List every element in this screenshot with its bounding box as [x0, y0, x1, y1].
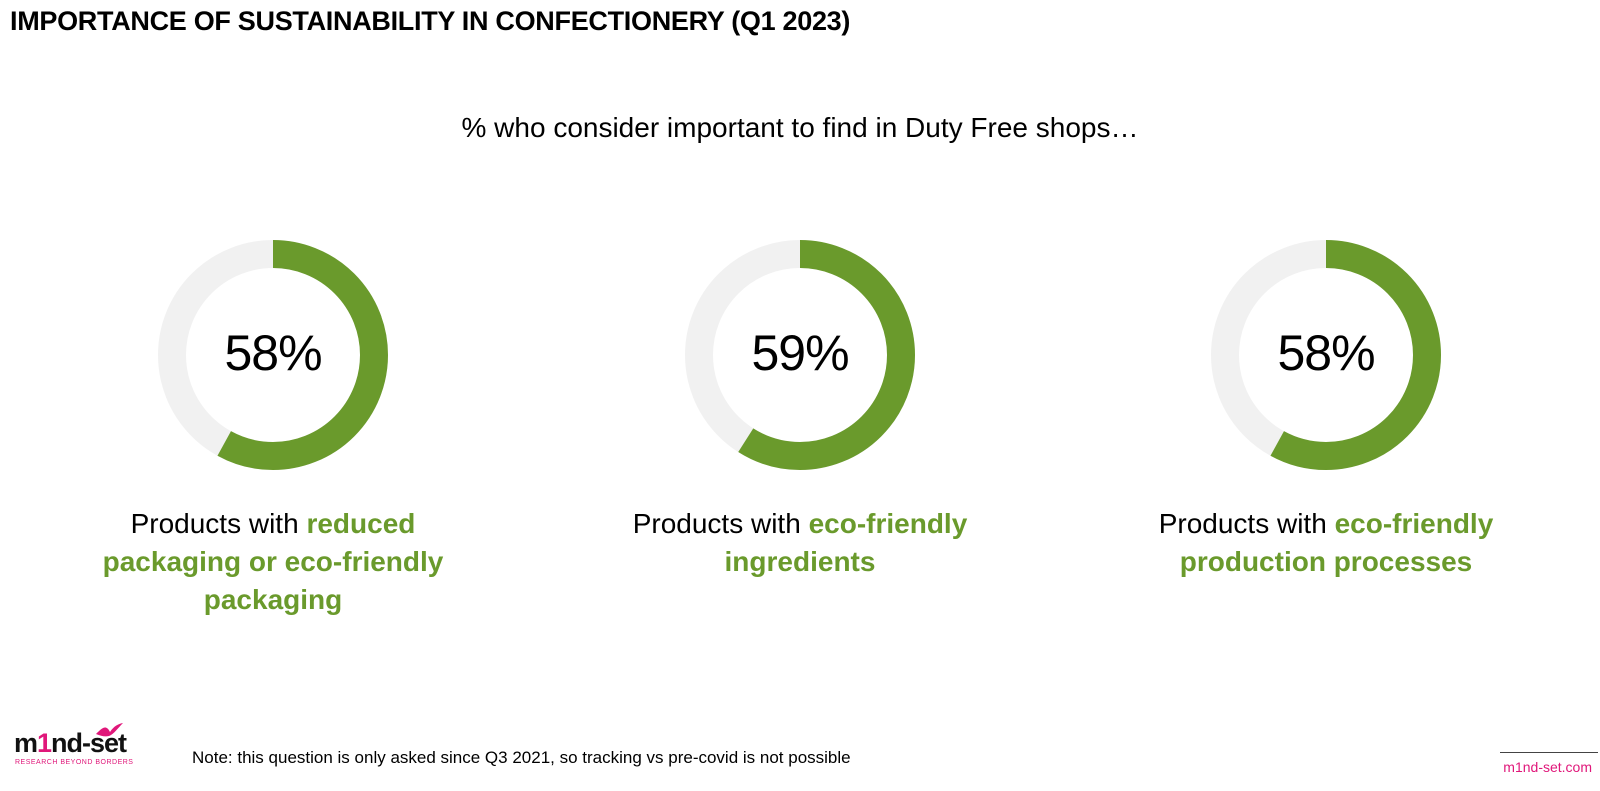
bird-icon: [94, 722, 124, 747]
donut-arc-2: [685, 240, 915, 470]
donut-caption-3: Products with eco-friendly production pr…: [1136, 505, 1516, 581]
caption-plain-2: Products with: [632, 508, 809, 539]
donut-caption-1: Products with reduced packaging or eco-f…: [83, 505, 463, 619]
donut-svg-3: [1211, 240, 1441, 470]
donut-value-label-1: 58%: [224, 325, 322, 381]
logo-tagline: RESEARCH BEYOND BORDERS: [15, 759, 134, 766]
footer-divider: [1500, 752, 1598, 753]
donut-arc-3: [1211, 240, 1441, 470]
caption-highlight-3: eco-friendly production processes: [1179, 508, 1494, 577]
logo-m: m: [14, 728, 38, 758]
mindset-logo: m1nd-set RESEARCH BEYOND BORDERS: [14, 723, 154, 776]
chart-subtitle: % who consider important to find in Duty…: [461, 112, 1139, 143]
donut-chart-3: 58%: [1206, 235, 1446, 475]
logo-wordmark: m1nd-set: [14, 728, 127, 758]
donut-svg-2: [685, 240, 915, 470]
footer-note: Note: this question is only asked since …: [192, 748, 851, 767]
logo-nd-set: nd-set: [51, 728, 127, 758]
donut-value-label-2: 59%: [751, 325, 849, 381]
website-link[interactable]: m1nd-set.com: [1503, 759, 1592, 775]
donut-chart-2: 59%: [680, 235, 920, 475]
caption-plain-3: Products with: [1158, 508, 1335, 539]
caption-plain-1: Products with: [130, 508, 307, 539]
caption-highlight-1: reduced packaging or eco-friendly packag…: [102, 508, 444, 615]
donut-arc-1: [158, 240, 388, 470]
donut-svg-1: [158, 240, 388, 470]
caption-highlight-2: eco-friendly ingredients: [724, 508, 968, 577]
page-title: IMPORTANCE OF SUSTAINABILITY IN CONFECTI…: [10, 6, 851, 36]
donut-value-label-3: 58%: [1277, 325, 1375, 381]
donut-caption-2: Products with eco-friendly ingredients: [610, 505, 990, 581]
donut-chart-1: 58%: [153, 235, 393, 475]
logo-one: 1: [37, 728, 52, 758]
